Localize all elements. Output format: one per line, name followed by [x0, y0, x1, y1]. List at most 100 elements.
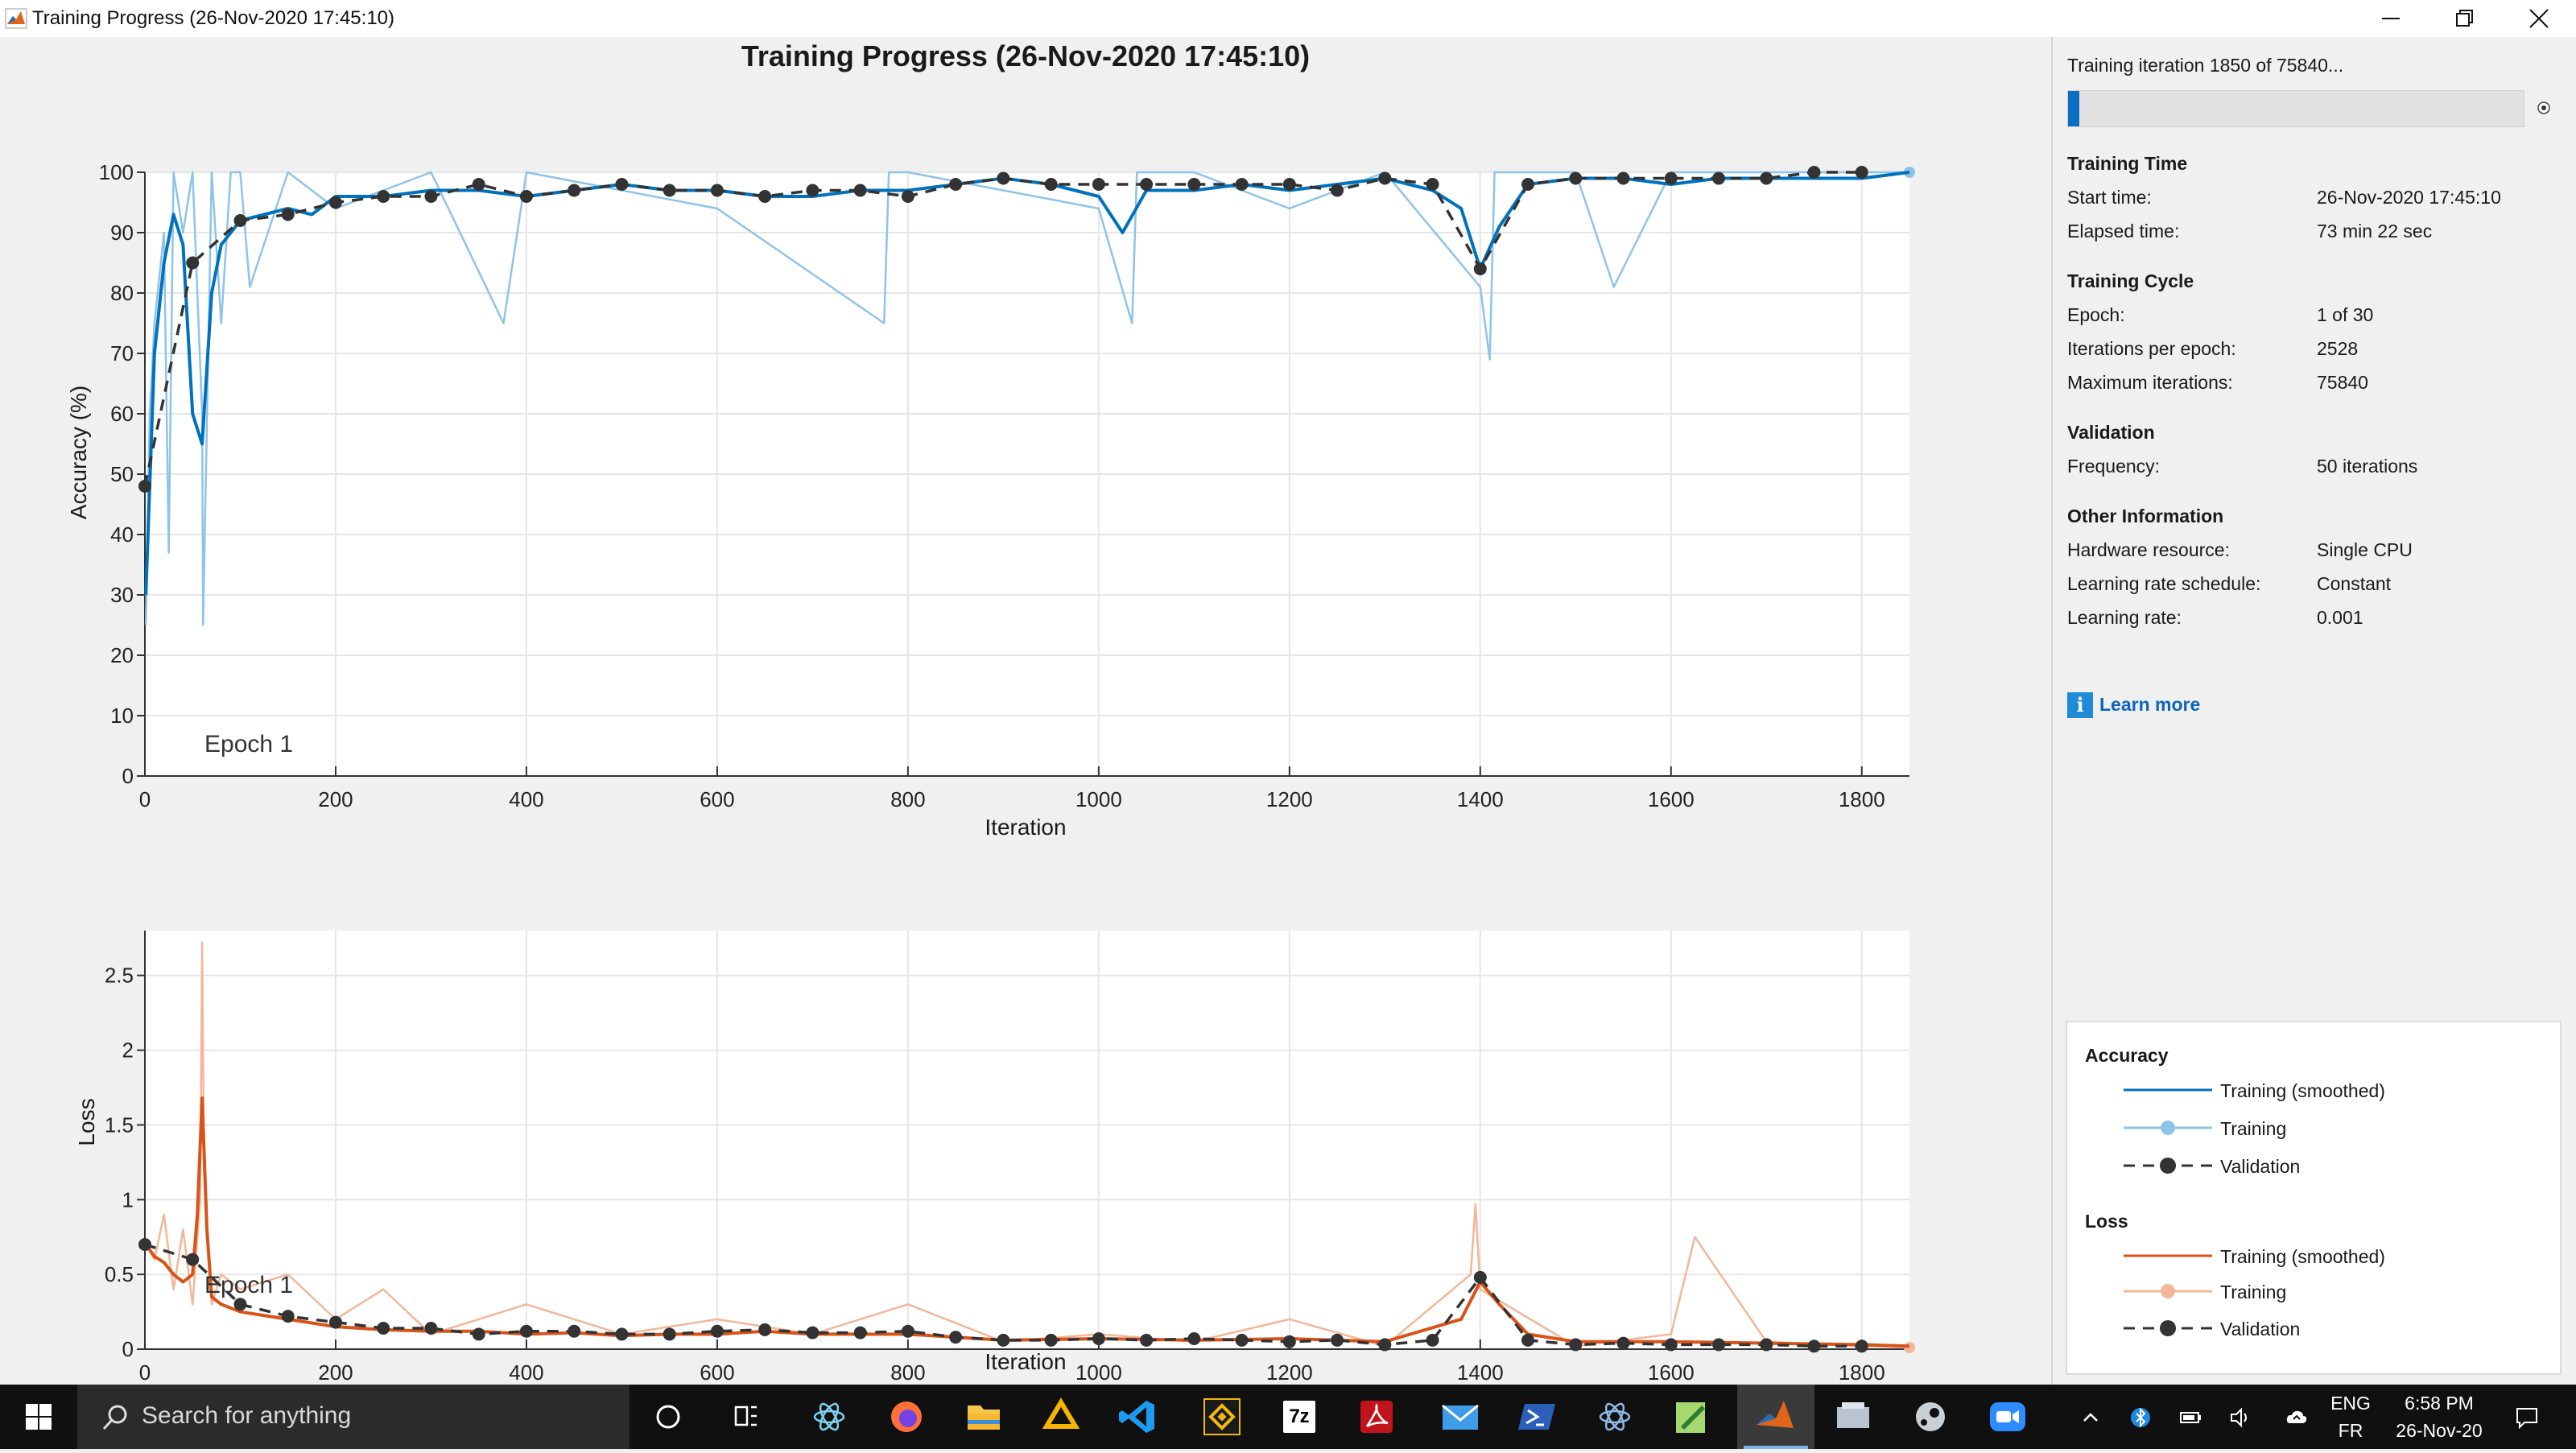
- iterations-per-epoch-label: Iterations per epoch:: [2067, 338, 2236, 359]
- taskbar-powershell[interactable]: [1499, 1385, 1576, 1449]
- taskbar-google-drive[interactable]: [1022, 1385, 1100, 1449]
- taskbar-vscode[interactable]: [1100, 1385, 1177, 1449]
- legend-loss-validation-label: Validation: [2220, 1319, 2301, 1339]
- y-tick-label: 60: [110, 402, 134, 426]
- validation-point: [186, 256, 200, 270]
- validation-point: [281, 208, 295, 221]
- validation-point: [1760, 171, 1773, 185]
- minimize-button[interactable]: [2354, 0, 2428, 37]
- acrobat-icon: [1360, 1401, 1393, 1433]
- taskbar-firefox[interactable]: [868, 1385, 945, 1449]
- window-title-bar: Training Progress (26-Nov-2020 17:45:10): [0, 0, 2576, 37]
- validation-point: [615, 178, 629, 191]
- language-indicator[interactable]: ENG: [2330, 1393, 2371, 1414]
- info-icon: i: [2067, 692, 2093, 718]
- taskbar-clock-time[interactable]: 6:58 PM: [2405, 1393, 2474, 1414]
- y-tick-label: 2.5: [105, 964, 134, 988]
- taskbar-7zip[interactable]: 7z: [1261, 1385, 1338, 1449]
- legend-line-lightorange-icon: [2124, 1284, 2212, 1298]
- keyboard-layout-indicator[interactable]: FR: [2338, 1420, 2363, 1441]
- validation-point: [1426, 1333, 1439, 1347]
- progress-bar-fill: [2068, 91, 2079, 126]
- chevron-up-icon[interactable]: [2079, 1406, 2103, 1430]
- validation-point: [710, 184, 724, 197]
- validation-point: [424, 1322, 438, 1335]
- validation-point: [949, 178, 963, 191]
- stop-training-button[interactable]: [2536, 100, 2552, 116]
- x-tick-label: 200: [318, 787, 353, 811]
- x-tick-label: 800: [890, 1360, 925, 1385]
- close-icon: [2529, 9, 2549, 28]
- y-tick-label: 100: [99, 160, 134, 184]
- accuracy-y-axis-label: Accuracy (%): [66, 385, 91, 520]
- legend-dashed-dot-icon: [2124, 1158, 2212, 1174]
- taskbar-file-explorer[interactable]: [945, 1385, 1022, 1449]
- network-app-icon: [1837, 1402, 1869, 1428]
- validation-point: [281, 1310, 295, 1323]
- x-tick-label: 1000: [1075, 787, 1122, 811]
- validation-point: [377, 190, 390, 203]
- validation-point: [1760, 1338, 1773, 1352]
- notification-center-icon[interactable]: [2515, 1406, 2539, 1430]
- taskbar-acrobat[interactable]: [1338, 1385, 1415, 1449]
- validation-point: [1569, 1338, 1583, 1352]
- minimize-icon: [2382, 18, 2400, 19]
- legend-line-orange-icon: [2124, 1254, 2212, 1257]
- validation-point: [1473, 262, 1487, 275]
- plot-background: [145, 931, 1909, 1349]
- elapsed-time-label: Elapsed time:: [2067, 221, 2180, 241]
- validation-point: [186, 1253, 200, 1266]
- taskbar-zoom[interactable]: [1969, 1385, 2046, 1449]
- lr-schedule-value: Constant: [2317, 573, 2392, 594]
- y-tick-label: 90: [110, 221, 134, 245]
- progress-text: Training iteration 1850 of 75840...: [2067, 55, 2344, 76]
- x-tick-label: 400: [509, 1360, 543, 1385]
- hardware-resource-label: Hardware resource:: [2067, 539, 2230, 560]
- restore-button[interactable]: [2428, 0, 2502, 37]
- close-button[interactable]: [2502, 0, 2576, 37]
- battery-icon[interactable]: [2178, 1406, 2202, 1430]
- taskbar-binance[interactable]: [1183, 1385, 1261, 1449]
- learn-more-text[interactable]: Learn more: [2099, 694, 2201, 715]
- x-tick-label: 600: [700, 1360, 734, 1385]
- bluetooth-icon[interactable]: [2128, 1406, 2153, 1430]
- start-button[interactable]: [0, 1385, 77, 1449]
- taskbar-search-box[interactable]: Search for anything: [77, 1385, 630, 1449]
- validation-point: [1712, 1338, 1726, 1352]
- validation-point: [1140, 178, 1154, 191]
- volume-icon[interactable]: [2228, 1406, 2252, 1430]
- training-info-panel: Training iteration 1850 of 75840... Trai…: [2051, 37, 2576, 1385]
- plot-area: Training Progress (26-Nov-2020 17:45:10)…: [0, 37, 2051, 1385]
- accuracy-x-axis-label: Iteration: [985, 815, 1067, 840]
- cortana-button[interactable]: [630, 1385, 707, 1449]
- task-view-button[interactable]: [707, 1385, 784, 1449]
- validation-point: [901, 1324, 914, 1338]
- taskbar-network-app[interactable]: [1814, 1385, 1892, 1449]
- taskbar-steam[interactable]: [1892, 1385, 1969, 1449]
- training-end-point: [1904, 1342, 1915, 1354]
- windows-logo-icon: [26, 1404, 52, 1430]
- taskbar-clock-date[interactable]: 26-Nov-20: [2396, 1420, 2483, 1441]
- validation-point: [138, 480, 151, 493]
- validation-point: [1187, 1332, 1201, 1345]
- cloud-upload-icon[interactable]: [2285, 1406, 2309, 1430]
- binance-icon: [1203, 1398, 1241, 1435]
- taskbar-electron-app[interactable]: [791, 1385, 868, 1449]
- validation-point: [1044, 178, 1058, 191]
- validation-point: [1807, 1339, 1821, 1353]
- legend-line-blue-icon: [2124, 1088, 2212, 1092]
- validation-point: [806, 184, 819, 197]
- electron-app-icon: [813, 1402, 845, 1431]
- legend-accuracy-training-label: Training: [2220, 1118, 2287, 1139]
- taskbar-electron-app-2[interactable]: [1576, 1385, 1653, 1449]
- max-iterations-value: 75840: [2317, 372, 2368, 393]
- validation-point: [853, 184, 867, 197]
- validation-point: [519, 1324, 533, 1338]
- taskbar-matlab[interactable]: [1737, 1385, 1814, 1449]
- validation-point: [1426, 178, 1439, 191]
- validation-frequency-label: Frequency:: [2067, 456, 2161, 477]
- taskbar-mail[interactable]: [1422, 1385, 1499, 1449]
- taskbar-notepad-plus[interactable]: [1653, 1385, 1731, 1449]
- legend-line-lightblue-icon: [2124, 1121, 2212, 1135]
